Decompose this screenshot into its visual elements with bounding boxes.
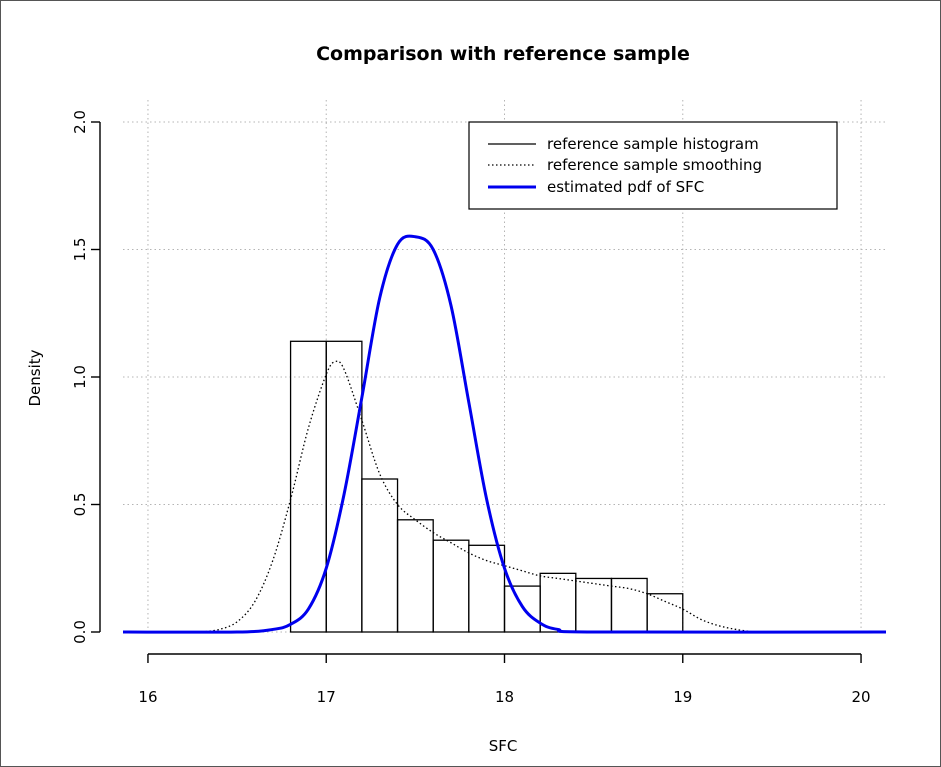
legend-smoothing-label: reference sample smoothing xyxy=(547,156,762,174)
y-axis-label: Density xyxy=(26,349,44,406)
pdf-line xyxy=(122,234,887,634)
chart-title: Comparison with reference sample xyxy=(316,43,690,65)
series-lines xyxy=(122,234,887,634)
y-tick-label: 0.5 xyxy=(71,493,89,517)
y-tick-label: 0.0 xyxy=(71,620,89,644)
axes: 16 17 18 19 20 0.0 0.5 1.0 1.5 2.0 xyxy=(71,110,871,706)
histogram-bars xyxy=(289,340,684,633)
x-tick-label: 16 xyxy=(138,688,157,706)
x-axis-label: SFC xyxy=(489,737,518,755)
smoothing-line xyxy=(201,360,755,633)
legend-histogram-label: reference sample histogram xyxy=(547,135,759,153)
legend-box xyxy=(468,121,838,210)
y-tick-label: 1.0 xyxy=(71,365,89,389)
x-tick-label: 20 xyxy=(851,688,870,706)
x-tick-label: 18 xyxy=(495,688,514,706)
y-tick-label: 1.5 xyxy=(71,238,89,262)
legend: reference sample histogram reference sam… xyxy=(468,121,838,210)
legend-pdf-label: estimated pdf of SFC xyxy=(547,178,704,196)
x-tick-label: 17 xyxy=(317,688,336,706)
x-tick-label: 19 xyxy=(673,688,692,706)
y-tick-label: 2.0 xyxy=(71,110,89,134)
